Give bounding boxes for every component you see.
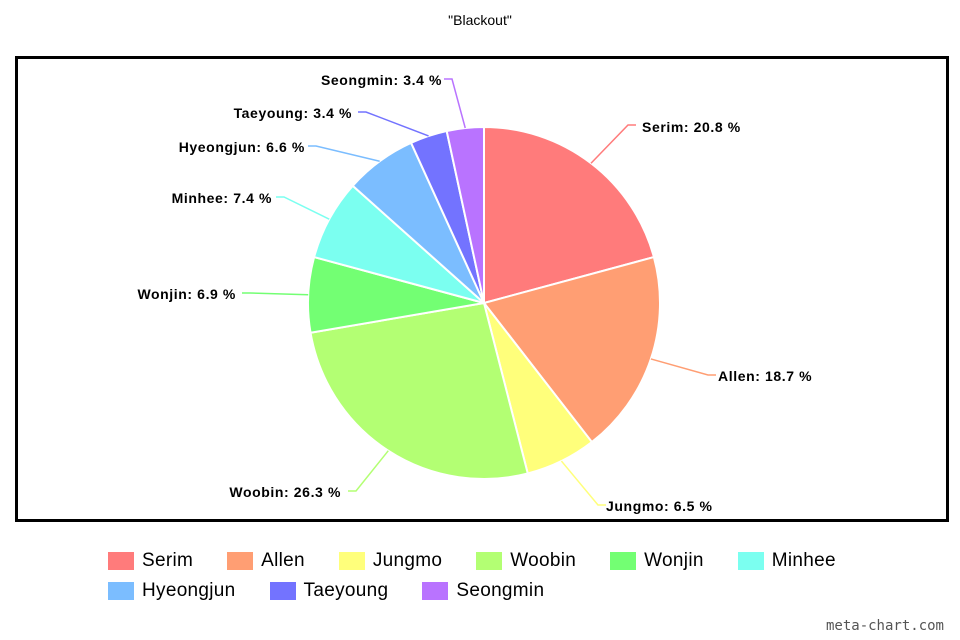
pie-slice-allen xyxy=(482,255,661,444)
legend-item-hyeongjun[interactable]: Hyeongjun xyxy=(108,580,236,602)
legend-item-allen[interactable]: Allen xyxy=(227,550,305,572)
pie-slice-woobin xyxy=(309,301,529,480)
legend-swatch xyxy=(108,582,134,600)
leader-line-taeyoung xyxy=(358,111,429,137)
legend-item-wonjin[interactable]: Wonjin xyxy=(610,550,704,572)
slice-label-minhee: Minhee: 7.4 % xyxy=(172,190,272,206)
legend-label: Seongmin xyxy=(456,580,545,601)
legend-item-serim[interactable]: Serim xyxy=(108,550,193,572)
legend-item-minhee[interactable]: Minhee xyxy=(737,550,836,572)
legend-item-woobin[interactable]: Woobin xyxy=(476,550,576,572)
legend-swatch xyxy=(476,552,503,570)
slice-label-taeyoung: Taeyoung: 3.4 % xyxy=(234,105,352,121)
legend-swatch xyxy=(227,552,254,570)
leader-line-wonjin xyxy=(242,292,309,296)
slice-label-allen: Allen: 18.7 % xyxy=(718,368,812,384)
legend-label: Woobin xyxy=(510,550,577,571)
legend-label: Serim xyxy=(142,550,194,571)
legend-item-seongmin[interactable]: Seongmin xyxy=(422,580,544,602)
leader-line-jungmo xyxy=(560,460,606,506)
legend: Serim Allen Jungmo Woobin Wonjin Minhee Hyeong… xyxy=(108,546,908,606)
pie-chart: Serim: 20.8 % Allen: 18.7 % Jungmo: 6.5 % W… xyxy=(137,72,812,514)
slice-label-seongmin: Seongmin: 3.4 % xyxy=(321,72,442,88)
legend-label: Minhee xyxy=(771,550,836,571)
legend-item-taeyoung[interactable]: Taeyoung xyxy=(269,580,389,602)
pie-slice-serim xyxy=(483,125,656,305)
slice-label-woobin: Woobin: 26.3 % xyxy=(229,484,341,500)
legend-swatch xyxy=(108,552,134,570)
leader-line-hyeongjun xyxy=(308,145,380,162)
legend-swatch xyxy=(610,552,637,570)
legend-item-jungmo[interactable]: Jungmo xyxy=(338,550,443,572)
leader-line-woobin xyxy=(348,450,389,492)
legend-label: Allen xyxy=(261,550,305,571)
legend-row: Hyeongjun Taeyoung Seongmin xyxy=(108,576,908,606)
legend-swatch xyxy=(269,582,296,600)
legend-row: Serim Allen Jungmo Woobin Wonjin Minhee xyxy=(108,546,908,576)
leader-line-serim xyxy=(590,124,636,164)
pie-slice-seongmin xyxy=(445,125,485,304)
slice-label-serim: Serim: 20.8 % xyxy=(642,119,741,135)
leader-line-allen xyxy=(650,358,716,376)
slice-label-wonjin: Wonjin: 6.9 % xyxy=(137,286,236,302)
legend-label: Wonjin xyxy=(644,550,704,571)
watermark: meta-chart.com xyxy=(825,618,944,634)
plot-area: Serim: 20.8 % Allen: 18.7 % Jungmo: 6.5 % W… xyxy=(15,56,949,522)
leader-line-minhee xyxy=(276,196,330,220)
legend-label: Hyeongjun xyxy=(142,580,236,601)
legend-swatch xyxy=(737,552,764,570)
leader-line-seongmin xyxy=(444,78,466,129)
slice-label-jungmo: Jungmo: 6.5 % xyxy=(606,498,713,514)
legend-label: Jungmo xyxy=(372,550,443,571)
legend-swatch xyxy=(422,582,449,600)
legend-label: Taeyoung xyxy=(303,580,389,601)
legend-swatch xyxy=(338,552,365,570)
slice-label-hyeongjun: Hyeongjun: 6.6 % xyxy=(179,139,305,155)
chart-title: "Blackout" xyxy=(448,12,512,28)
